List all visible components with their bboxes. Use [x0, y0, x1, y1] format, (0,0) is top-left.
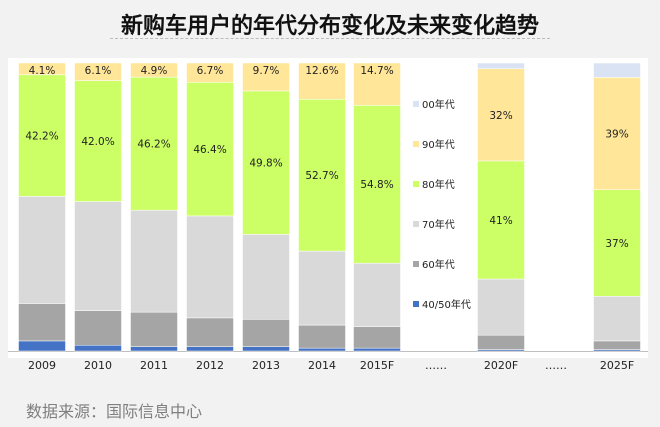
data-label: 32%	[489, 110, 512, 122]
legend-label: 60年代	[422, 258, 455, 271]
data-label: 9.7%	[253, 65, 280, 77]
data-label: 46.2%	[137, 139, 170, 151]
legend-swatch	[413, 141, 419, 147]
bar-segment-60-2012	[186, 317, 234, 347]
bar-segment-80-2010	[74, 80, 122, 202]
bar-segment-90-2009	[18, 62, 66, 76]
x-tick-label: 2020F	[484, 359, 518, 372]
x-tick-label: 2013	[252, 359, 280, 372]
data-label: 52.7%	[305, 170, 338, 182]
data-label: 6.7%	[197, 65, 224, 77]
bar-segment-4050-2012	[186, 346, 234, 352]
title-divider	[110, 38, 550, 39]
bar-segment-90-2012	[186, 62, 234, 83]
bar-segment-60-2025F	[593, 340, 641, 350]
x-tick-label: 2009	[28, 359, 56, 372]
data-label: 54.8%	[360, 179, 393, 191]
chart-title: 新购车用户的年代分布变化及未来变化趋势	[120, 14, 539, 39]
bar-segment-00-2020F	[477, 62, 525, 70]
x-tick-label: 2012	[196, 359, 224, 372]
bar-segment-80-2011	[130, 76, 178, 211]
bar-segment-70-2009	[18, 196, 66, 304]
legend-swatch	[413, 101, 419, 107]
bar-segment-80-2009	[18, 74, 66, 197]
bar-segment-90-2015F	[353, 62, 401, 106]
data-label: 14.7%	[360, 65, 393, 77]
x-tick-label: 2025F	[600, 359, 634, 372]
legend-label: 40/50年代	[422, 298, 471, 311]
data-label: 12.6%	[305, 65, 338, 77]
bar-segment-90-2020F	[477, 68, 525, 162]
x-tick-label: ……	[545, 359, 567, 372]
bar-segment-70-2015F	[353, 262, 401, 327]
bar-segment-90-2010	[74, 62, 122, 81]
plot-area: 2009 42.2% 4.1% 2010 42.0% 6.1% 2011 46.2% 4.9% 2…	[8, 58, 648, 372]
bar-segment-4050-2015F	[353, 347, 401, 352]
x-tick-label: 2014	[308, 359, 336, 372]
bar-segment-60-2010	[74, 310, 122, 346]
data-label: 39%	[605, 129, 628, 141]
bar-segment-70-2020F	[477, 278, 525, 336]
x-tick-label: 2011	[140, 359, 168, 372]
bar-segment-60-2014	[298, 324, 346, 349]
bar-segment-60-2015F	[353, 326, 401, 349]
legend-label: 70年代	[422, 218, 455, 231]
legend-swatch	[413, 181, 419, 187]
bar-segment-4050-2011	[130, 346, 178, 352]
bar-segment-4050-2010	[74, 344, 122, 352]
bar-segment-70-2010	[74, 201, 122, 311]
bar-segment-80-2025F	[593, 189, 641, 297]
bar-segment-80-2020F	[477, 160, 525, 280]
data-label: 6.1%	[85, 65, 112, 77]
bar-segment-90-2014	[298, 62, 346, 100]
data-label: 49.8%	[249, 158, 282, 170]
data-label: 37%	[605, 238, 628, 250]
legend-swatch	[413, 301, 419, 307]
bar-segment-90-2025F	[593, 77, 641, 190]
x-tick-label: ……	[425, 359, 447, 372]
bar-segment-80-2015F	[353, 105, 401, 264]
bar-segment-70-2013	[242, 234, 290, 320]
stacked-bar-chart: 2009 42.2% 4.1% 2010 42.0% 6.1% 2011 46.2% 4.9% 2…	[8, 62, 648, 372]
bar-segment-80-2012	[186, 82, 234, 217]
data-label: 42.2%	[25, 131, 58, 143]
bar-segment-4050-2014	[298, 347, 346, 352]
data-label: 46.4%	[193, 144, 226, 156]
legend-swatch	[413, 261, 419, 267]
bar-segment-60-2020F	[477, 334, 525, 350]
bar-segment-70-2025F	[593, 296, 641, 342]
x-tick-label: 2015F	[360, 359, 394, 372]
bar-segment-80-2014	[298, 99, 346, 252]
bar-segment-60-2013	[242, 319, 290, 347]
bar-segment-60-2011	[130, 311, 178, 347]
bar-segment-00-2025F	[593, 62, 641, 78]
data-source-note: 数据来源：国际信息中心	[26, 402, 203, 421]
legend-label: 90年代	[422, 138, 455, 151]
data-label: 42.0%	[81, 136, 114, 148]
bar-segment-60-2009	[18, 303, 66, 342]
bar-segment-90-2011	[130, 62, 178, 78]
bar-segment-90-2013	[242, 62, 290, 92]
bar-segment-70-2014	[298, 250, 346, 326]
bar-segment-4050-2013	[242, 346, 290, 352]
bar-segment-70-2012	[186, 215, 234, 319]
bar-segment-80-2013	[242, 90, 290, 235]
legend-label: 80年代	[422, 178, 455, 191]
legend-label: 00年代	[422, 98, 455, 111]
data-label: 4.1%	[29, 65, 56, 77]
bar-segment-4050-2009	[18, 340, 66, 352]
x-tick-label: 2010	[84, 359, 112, 372]
legend-swatch	[413, 221, 419, 227]
bar-segment-70-2011	[130, 209, 178, 313]
data-label: 41%	[489, 215, 512, 227]
data-label: 4.9%	[141, 65, 168, 77]
